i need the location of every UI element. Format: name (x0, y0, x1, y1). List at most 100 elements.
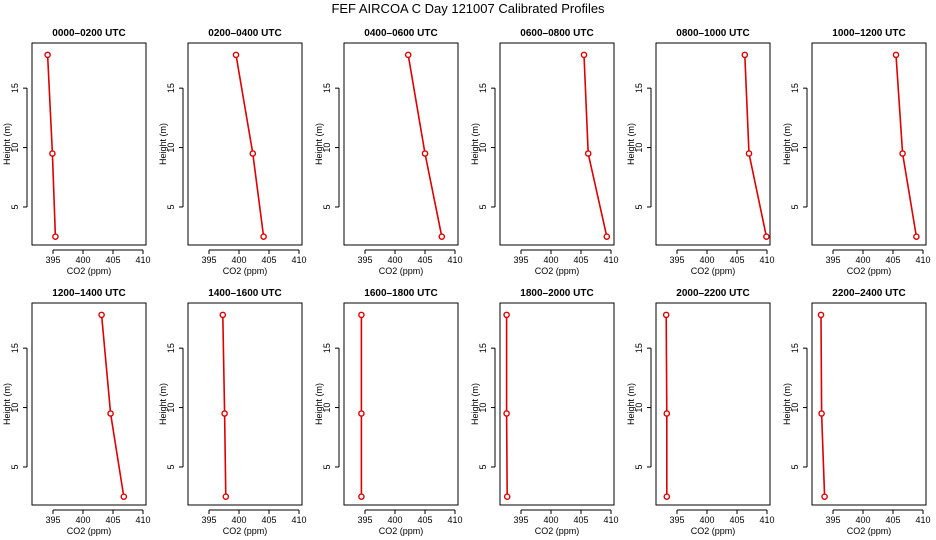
x-tick-label: 410 (915, 255, 930, 265)
profile-line (407, 54, 443, 237)
profile-point (358, 493, 365, 500)
x-axis-label: CO2 (ppm) (847, 266, 892, 276)
x-axis-label: CO2 (ppm) (379, 526, 424, 536)
y-tick-label: 10 (478, 403, 488, 413)
profile-point (663, 410, 671, 417)
panel-title: 0800–1000 UTC (676, 28, 749, 39)
chart-title: FEF AIRCOA C Day 121007 Calibrated Profi… (331, 1, 605, 16)
panel-title: 1000–1200 UTC (832, 28, 905, 39)
y-tick-label: 15 (634, 343, 644, 353)
panel-title: 0200–0400 UTC (208, 28, 281, 39)
y-axis-label: Height (m) (626, 123, 636, 165)
x-tick-label: 395 (357, 515, 372, 525)
x-axis-label: CO2 (ppm) (691, 526, 736, 536)
panel-frame (31, 42, 147, 246)
profile-point (404, 51, 412, 59)
y-axis-label: Height (m) (2, 383, 12, 425)
y-tick-label: 10 (634, 403, 644, 413)
panel-title: 1200–1400 UTC (52, 288, 125, 299)
y-tick-label: 10 (10, 143, 20, 153)
profile-line (583, 54, 608, 237)
x-tick-label: 405 (729, 255, 744, 265)
panel-frame (499, 42, 615, 246)
profile-point (107, 410, 114, 417)
y-tick-label: 10 (322, 403, 332, 413)
panel-frame (187, 302, 303, 506)
y-axis-label: Height (m) (314, 123, 324, 165)
panel-title: 2200–2400 UTC (832, 288, 905, 299)
profile-point (821, 493, 828, 500)
y-axis-label: Height (m) (470, 383, 480, 425)
y-axis-label: Height (m) (2, 123, 12, 165)
x-tick-label: 410 (291, 515, 306, 525)
y-axis-label: Height (m) (626, 383, 636, 425)
y-tick-label: 15 (10, 343, 20, 353)
x-tick-label: 395 (45, 515, 60, 525)
x-tick-label: 395 (669, 515, 684, 525)
profile-point (913, 233, 920, 240)
x-tick-label: 395 (513, 255, 528, 265)
x-axis-label: CO2 (ppm) (67, 266, 112, 276)
x-tick-label: 400 (387, 255, 402, 265)
profile-line (665, 314, 668, 497)
x-tick-label: 400 (855, 515, 870, 525)
x-tick-label: 395 (669, 255, 684, 265)
y-tick-label: 5 (322, 204, 332, 209)
profile-point (260, 233, 267, 240)
x-tick-label: 400 (387, 515, 402, 525)
y-tick-label: 5 (322, 464, 332, 469)
profile-point (438, 233, 446, 240)
profile-point (663, 493, 671, 500)
profile-point (249, 150, 257, 157)
x-tick-label: 395 (201, 515, 216, 525)
profile-line (744, 54, 768, 237)
x-tick-label: 400 (543, 515, 558, 525)
y-tick-label: 5 (790, 464, 800, 469)
y-tick-label: 10 (166, 403, 176, 413)
y-axis-label: Height (m) (158, 383, 168, 425)
x-tick-label: 395 (45, 255, 60, 265)
profile-point (899, 150, 906, 157)
x-tick-label: 410 (291, 255, 306, 265)
y-tick-label: 5 (478, 204, 488, 209)
y-axis-label: Height (m) (782, 123, 792, 165)
x-tick-label: 405 (573, 255, 588, 265)
x-tick-label: 410 (759, 515, 774, 525)
profile-line (222, 314, 227, 497)
profile-point (98, 311, 105, 319)
x-tick-label: 400 (75, 515, 90, 525)
x-tick-label: 405 (417, 255, 432, 265)
y-tick-label: 10 (166, 143, 176, 153)
x-tick-label: 405 (417, 515, 432, 525)
x-tick-label: 400 (231, 515, 246, 525)
panel-title: 2000–2200 UTC (676, 288, 749, 299)
x-tick-label: 405 (105, 255, 120, 265)
panel-frame (343, 302, 459, 506)
y-tick-label: 15 (478, 83, 488, 93)
y-tick-label: 10 (10, 403, 20, 413)
y-axis-label: Height (m) (158, 123, 168, 165)
y-tick-label: 10 (790, 403, 800, 413)
panel-title: 1800–2000 UTC (520, 288, 593, 299)
y-tick-label: 10 (478, 143, 488, 153)
y-tick-label: 15 (790, 343, 800, 353)
profile-point (580, 51, 588, 59)
panel-frame (655, 42, 771, 246)
y-tick-label: 5 (10, 204, 20, 209)
panel-frame (811, 42, 927, 246)
y-tick-label: 5 (634, 464, 644, 469)
x-tick-label: 410 (915, 515, 930, 525)
profile-point (503, 410, 510, 417)
x-tick-label: 405 (573, 515, 588, 525)
x-tick-label: 395 (825, 255, 840, 265)
x-tick-label: 410 (447, 515, 462, 525)
y-tick-label: 5 (790, 204, 800, 209)
profile-point (358, 311, 365, 319)
x-tick-label: 395 (825, 515, 840, 525)
x-axis-label: CO2 (ppm) (847, 526, 892, 536)
x-tick-label: 395 (513, 515, 528, 525)
x-axis-label: CO2 (ppm) (379, 266, 424, 276)
x-tick-label: 410 (603, 515, 618, 525)
y-tick-label: 15 (322, 343, 332, 353)
y-tick-label: 15 (166, 83, 176, 93)
